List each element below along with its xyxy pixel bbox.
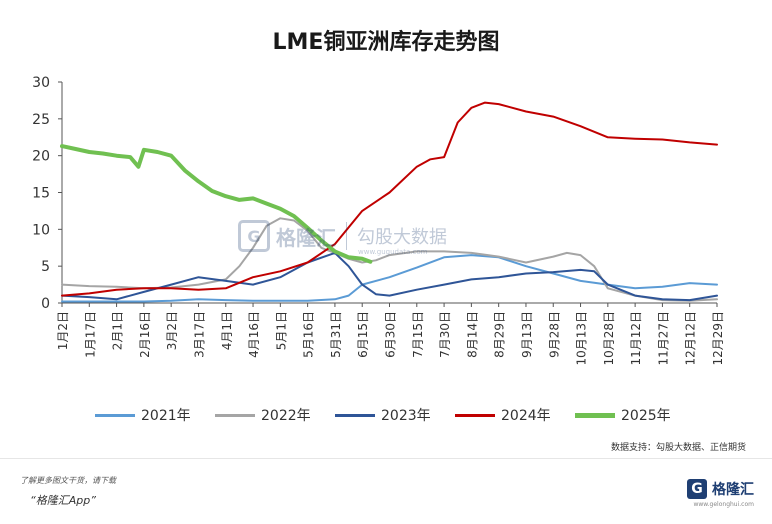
- x-tick-label: 4月1日: [220, 311, 234, 350]
- x-tick-label: 12月12日: [684, 311, 698, 366]
- x-tick-label: 7月30日: [438, 311, 452, 358]
- footer-app-name[interactable]: “格隆汇App”: [30, 494, 96, 507]
- legend-label: 2022年: [261, 408, 311, 424]
- x-tick-label: 11月27日: [656, 311, 670, 366]
- series-line-2024年: [61, 101, 718, 297]
- series-line-2022年: [61, 217, 718, 302]
- x-tick-label: 2月16日: [138, 311, 152, 358]
- x-tick-label: 5月1日: [274, 311, 288, 350]
- chart-plot: 0 5 10 15 20 25 30 1月2日 1月17日 2月1日 2月16日 3月2日 3月17日 4…: [32, 75, 725, 366]
- legend-swatch: [455, 413, 495, 417]
- legend-label: 2025年: [621, 408, 671, 424]
- y-tick-label: 10: [32, 222, 50, 238]
- legend-label: 2023年: [381, 408, 431, 424]
- footer-logo[interactable]: G 格隆汇 www.gelonghui.com: [687, 479, 754, 508]
- footer: 了解更多图文干货，请下载 “格隆汇App” G 格隆汇 www.gelonghu…: [0, 458, 772, 524]
- y-tick-label: 0: [41, 296, 50, 312]
- y-tick-label: 15: [32, 186, 50, 202]
- chart-title: LME铜亚洲库存走势图: [272, 30, 500, 55]
- y-tick-label: 20: [32, 149, 50, 165]
- legend-item: 2024年: [455, 405, 575, 425]
- series-line-2023年: [61, 251, 718, 302]
- series-line-2025年: [60, 144, 373, 264]
- legend-label: 2024年: [501, 408, 551, 424]
- x-tick-label: 4月16日: [247, 311, 261, 358]
- series-layer: [60, 101, 718, 303]
- x-tick-label: 9月28日: [547, 311, 561, 358]
- legend-swatch: [95, 413, 135, 417]
- series-line-2021年: [61, 254, 718, 303]
- x-tick-label: 3月2日: [165, 311, 179, 350]
- x-tick-label: 12月29日: [711, 311, 725, 366]
- x-tick-label: 6月15日: [356, 311, 370, 358]
- footer-note: 了解更多图文干货，请下载: [20, 476, 116, 485]
- x-tick-label: 8月29日: [493, 311, 507, 358]
- logo-text: 格隆汇: [712, 482, 754, 498]
- x-tick-label: 10月13日: [575, 311, 589, 366]
- x-tick-label: 2月1日: [111, 311, 125, 350]
- logo-icon: G: [687, 479, 707, 499]
- legend-swatch: [215, 413, 255, 417]
- legend-item: 2023年: [335, 405, 455, 425]
- x-tick-label: 1月2日: [56, 311, 70, 350]
- y-tick-label: 30: [32, 75, 50, 91]
- chart-legend: 2021年 2022年 2023年 2024年 2025年: [95, 405, 695, 425]
- x-tick-label: 9月13日: [520, 311, 534, 358]
- legend-swatch: [335, 413, 375, 417]
- logo-url: www.gelonghui.com: [693, 501, 754, 508]
- y-tick-label: 5: [41, 259, 50, 275]
- x-tick-label: 7月15日: [411, 311, 425, 358]
- legend-swatch: [575, 412, 615, 418]
- legend-item: 2021年: [95, 405, 215, 425]
- x-tick-label: 5月16日: [302, 311, 316, 358]
- x-tick-label: 8月14日: [465, 311, 479, 358]
- legend-item: 2022年: [215, 405, 335, 425]
- x-tick-label: 11月12日: [629, 311, 643, 366]
- x-tick-label: 5月31日: [329, 311, 343, 358]
- chart-axes: 0 5 10 15 20 25 30 1月2日 1月17日 2月1日 2月16日 3月2日 3月17日 4…: [32, 75, 725, 366]
- x-tick-label: 6月30日: [384, 311, 398, 358]
- legend-label: 2021年: [141, 408, 191, 424]
- x-tick-label: 3月17日: [192, 311, 206, 358]
- x-tick-label: 10月28日: [602, 311, 616, 366]
- x-tick-label: 1月17日: [83, 311, 97, 358]
- source-note: 数据支持：勾股大数据、正信期货: [610, 443, 746, 453]
- legend-item: 2025年: [575, 405, 695, 425]
- y-tick-label: 25: [32, 112, 50, 128]
